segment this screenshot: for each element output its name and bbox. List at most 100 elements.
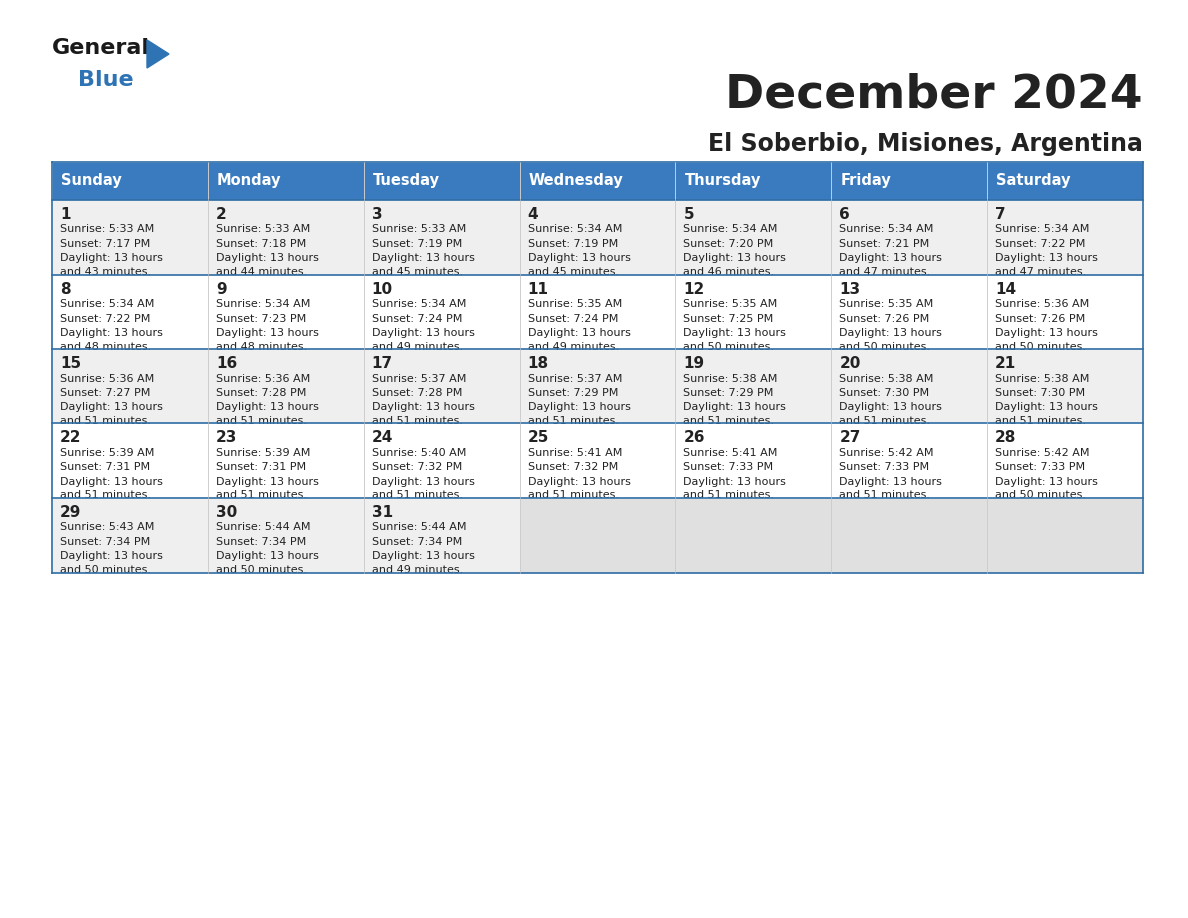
Text: 13: 13	[839, 282, 860, 297]
Text: 16: 16	[216, 356, 238, 371]
Bar	[987, 423, 1143, 498]
Text: 2: 2	[216, 207, 227, 222]
Bar	[364, 423, 519, 498]
Bar	[364, 498, 519, 573]
Text: Daylight: 13 hours: Daylight: 13 hours	[372, 328, 474, 338]
Text: and 47 minutes.: and 47 minutes.	[839, 267, 930, 277]
Text: and 50 minutes.: and 50 minutes.	[683, 341, 775, 352]
Text: and 48 minutes.: and 48 minutes.	[216, 341, 308, 352]
Text: and 44 minutes.: and 44 minutes.	[216, 267, 308, 277]
Text: Sunset: 7:34 PM: Sunset: 7:34 PM	[61, 537, 150, 547]
Text: Sunrise: 5:36 AM: Sunrise: 5:36 AM	[996, 299, 1089, 309]
Text: 5: 5	[683, 207, 694, 222]
Text: and 50 minutes.: and 50 minutes.	[216, 565, 307, 575]
Polygon shape	[147, 40, 169, 68]
Text: Sunrise: 5:34 AM: Sunrise: 5:34 AM	[61, 299, 154, 309]
Bar	[676, 423, 832, 498]
Text: Sunrise: 5:33 AM: Sunrise: 5:33 AM	[216, 225, 310, 234]
Text: Daylight: 13 hours: Daylight: 13 hours	[527, 402, 631, 412]
Text: Daylight: 13 hours: Daylight: 13 hours	[216, 551, 318, 561]
Text: and 47 minutes.: and 47 minutes.	[996, 267, 1086, 277]
Text: and 51 minutes.: and 51 minutes.	[372, 490, 462, 500]
Text: and 51 minutes.: and 51 minutes.	[527, 490, 619, 500]
Text: and 51 minutes.: and 51 minutes.	[996, 416, 1086, 426]
Bar	[519, 423, 676, 498]
Text: Daylight: 13 hours: Daylight: 13 hours	[839, 253, 942, 263]
Text: Sunset: 7:33 PM: Sunset: 7:33 PM	[996, 463, 1086, 473]
Text: Daylight: 13 hours: Daylight: 13 hours	[996, 402, 1098, 412]
Text: Sunrise: 5:43 AM: Sunrise: 5:43 AM	[61, 522, 154, 532]
Text: and 50 minutes.: and 50 minutes.	[61, 565, 151, 575]
Text: Sunrise: 5:35 AM: Sunrise: 5:35 AM	[839, 299, 934, 309]
Text: Sunset: 7:19 PM: Sunset: 7:19 PM	[372, 239, 462, 249]
Text: Thursday: Thursday	[684, 174, 760, 188]
Text: 18: 18	[527, 356, 549, 371]
Bar	[52, 200, 208, 274]
Text: and 50 minutes.: and 50 minutes.	[839, 341, 930, 352]
Text: 10: 10	[372, 282, 393, 297]
Bar	[832, 274, 987, 349]
Text: 8: 8	[61, 282, 70, 297]
Text: and 51 minutes.: and 51 minutes.	[839, 490, 930, 500]
Text: Sunrise: 5:34 AM: Sunrise: 5:34 AM	[527, 225, 623, 234]
Bar	[987, 200, 1143, 274]
Text: 12: 12	[683, 282, 704, 297]
Text: Sunrise: 5:44 AM: Sunrise: 5:44 AM	[372, 522, 466, 532]
Text: Sunrise: 5:35 AM: Sunrise: 5:35 AM	[527, 299, 621, 309]
Bar	[208, 200, 364, 274]
Text: Daylight: 13 hours: Daylight: 13 hours	[839, 476, 942, 487]
Text: Daylight: 13 hours: Daylight: 13 hours	[61, 551, 163, 561]
Text: Daylight: 13 hours: Daylight: 13 hours	[527, 328, 631, 338]
Text: and 46 minutes.: and 46 minutes.	[683, 267, 775, 277]
Text: and 51 minutes.: and 51 minutes.	[527, 416, 619, 426]
Bar	[519, 274, 676, 349]
Text: Sunrise: 5:37 AM: Sunrise: 5:37 AM	[527, 374, 623, 384]
Text: and 43 minutes.: and 43 minutes.	[61, 267, 151, 277]
Text: 25: 25	[527, 431, 549, 445]
Text: Sunset: 7:25 PM: Sunset: 7:25 PM	[683, 314, 773, 323]
Text: Daylight: 13 hours: Daylight: 13 hours	[372, 551, 474, 561]
Text: Sunrise: 5:35 AM: Sunrise: 5:35 AM	[683, 299, 778, 309]
Text: 31: 31	[372, 505, 393, 520]
Text: Sunrise: 5:39 AM: Sunrise: 5:39 AM	[61, 448, 154, 458]
Text: 14: 14	[996, 282, 1016, 297]
Text: 30: 30	[216, 505, 238, 520]
Bar	[832, 498, 987, 573]
Bar	[364, 349, 519, 423]
Text: Sunrise: 5:34 AM: Sunrise: 5:34 AM	[372, 299, 466, 309]
Text: and 51 minutes.: and 51 minutes.	[216, 416, 307, 426]
Text: and 51 minutes.: and 51 minutes.	[61, 490, 151, 500]
Bar	[208, 498, 364, 573]
Text: Daylight: 13 hours: Daylight: 13 hours	[372, 402, 474, 412]
Text: Sunrise: 5:41 AM: Sunrise: 5:41 AM	[683, 448, 778, 458]
Text: Sunset: 7:19 PM: Sunset: 7:19 PM	[527, 239, 618, 249]
Text: Sunset: 7:22 PM: Sunset: 7:22 PM	[996, 239, 1086, 249]
Text: Daylight: 13 hours: Daylight: 13 hours	[527, 253, 631, 263]
Bar	[208, 162, 364, 200]
Text: and 50 minutes.: and 50 minutes.	[996, 490, 1086, 500]
Text: 6: 6	[839, 207, 851, 222]
Text: Tuesday: Tuesday	[373, 174, 440, 188]
Bar	[364, 200, 519, 274]
Text: Sunrise: 5:38 AM: Sunrise: 5:38 AM	[839, 374, 934, 384]
Bar	[52, 498, 208, 573]
Text: December 2024: December 2024	[726, 72, 1143, 117]
Text: Sunset: 7:26 PM: Sunset: 7:26 PM	[839, 314, 929, 323]
Text: 15: 15	[61, 356, 81, 371]
Bar	[676, 349, 832, 423]
Bar	[52, 162, 208, 200]
Bar	[987, 498, 1143, 573]
Text: Sunset: 7:29 PM: Sunset: 7:29 PM	[683, 388, 773, 398]
Text: Daylight: 13 hours: Daylight: 13 hours	[372, 476, 474, 487]
Text: 4: 4	[527, 207, 538, 222]
Text: Sunset: 7:31 PM: Sunset: 7:31 PM	[61, 463, 150, 473]
Bar	[676, 162, 832, 200]
Text: Sunset: 7:30 PM: Sunset: 7:30 PM	[839, 388, 929, 398]
Bar	[52, 349, 208, 423]
Bar	[987, 274, 1143, 349]
Text: 29: 29	[61, 505, 81, 520]
Text: Sunset: 7:17 PM: Sunset: 7:17 PM	[61, 239, 150, 249]
Text: and 45 minutes.: and 45 minutes.	[527, 267, 619, 277]
Text: Sunset: 7:21 PM: Sunset: 7:21 PM	[839, 239, 929, 249]
Text: and 49 minutes.: and 49 minutes.	[527, 341, 619, 352]
